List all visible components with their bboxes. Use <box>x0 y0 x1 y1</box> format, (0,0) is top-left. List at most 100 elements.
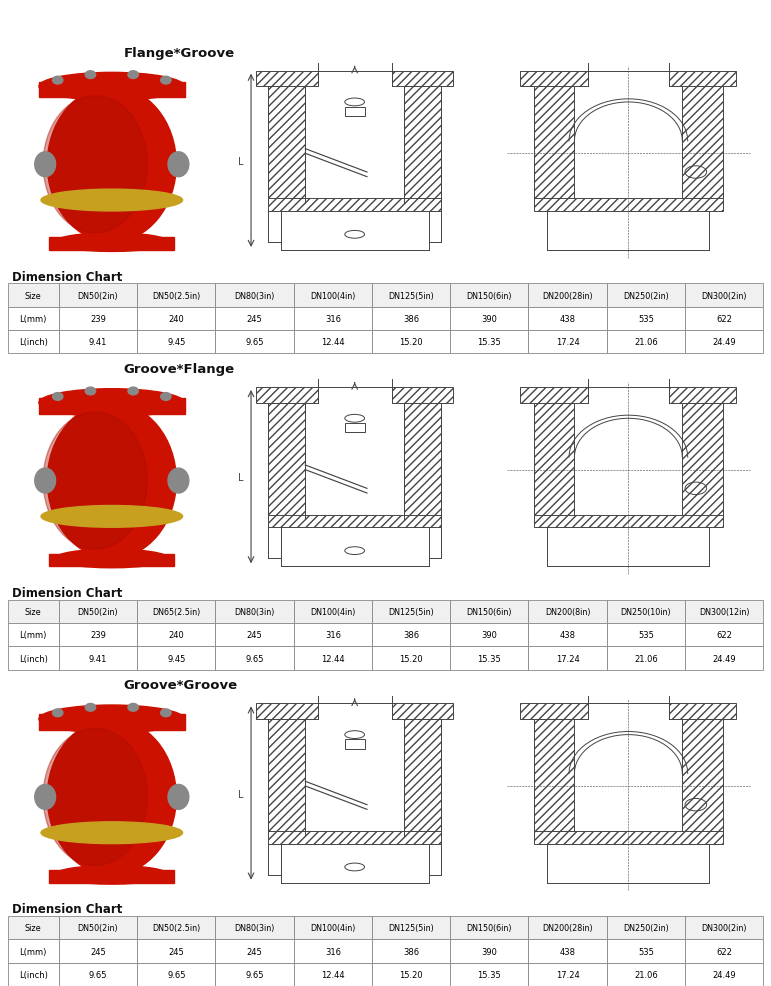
Bar <box>450 330 528 354</box>
Bar <box>534 88 574 204</box>
Text: 386: 386 <box>403 947 419 955</box>
Text: L(inch): L(inch) <box>19 338 48 347</box>
Bar <box>137 623 215 647</box>
Text: DN250(2in): DN250(2in) <box>623 291 668 301</box>
Ellipse shape <box>168 153 189 177</box>
Bar <box>392 72 453 88</box>
Text: 316: 316 <box>325 315 341 323</box>
Text: 24.49: 24.49 <box>712 338 736 347</box>
Text: DN125(5in): DN125(5in) <box>389 291 434 301</box>
Bar <box>607 284 685 308</box>
Bar <box>345 740 365 748</box>
Text: 9.65: 9.65 <box>167 970 186 979</box>
Bar <box>682 403 723 520</box>
Bar <box>450 940 528 962</box>
Bar <box>450 962 528 986</box>
Text: 17.24: 17.24 <box>556 338 580 347</box>
Bar <box>59 647 137 670</box>
Bar <box>528 623 607 647</box>
Bar <box>345 107 365 116</box>
Bar <box>294 623 372 647</box>
Bar <box>59 600 137 623</box>
Text: 15.35: 15.35 <box>477 970 501 979</box>
Bar <box>372 623 450 647</box>
Bar <box>372 600 450 623</box>
Text: 622: 622 <box>716 631 732 640</box>
Text: DN150(6in): DN150(6in) <box>466 291 512 301</box>
Circle shape <box>128 387 138 395</box>
Text: DN300(2in): DN300(2in) <box>702 291 747 301</box>
Text: 438: 438 <box>560 631 576 640</box>
Bar <box>8 600 59 623</box>
Bar <box>372 284 450 308</box>
Bar <box>8 308 59 330</box>
Bar <box>8 623 59 647</box>
Text: 12.44: 12.44 <box>321 654 345 663</box>
Circle shape <box>86 704 96 712</box>
Bar <box>607 623 685 647</box>
Bar <box>137 916 215 940</box>
Circle shape <box>128 72 138 80</box>
Text: L: L <box>238 473 244 483</box>
Text: L(mm): L(mm) <box>19 315 47 323</box>
Ellipse shape <box>47 720 177 875</box>
Bar <box>528 962 607 986</box>
Text: DN150(6in): DN150(6in) <box>466 607 512 616</box>
Bar <box>685 962 763 986</box>
Bar <box>215 600 294 623</box>
Text: 535: 535 <box>638 315 654 323</box>
Bar <box>668 387 736 403</box>
Bar <box>137 647 215 670</box>
Text: DN100(4in): DN100(4in) <box>310 607 355 616</box>
Text: 239: 239 <box>90 631 106 640</box>
Ellipse shape <box>35 468 56 494</box>
Bar <box>607 647 685 670</box>
Bar <box>215 962 294 986</box>
Text: DN50(2in): DN50(2in) <box>78 923 118 933</box>
Bar <box>520 387 588 403</box>
Ellipse shape <box>39 705 184 734</box>
Ellipse shape <box>43 412 147 549</box>
Text: 9.65: 9.65 <box>245 338 264 347</box>
Bar <box>8 330 59 354</box>
Bar <box>294 308 372 330</box>
Ellipse shape <box>43 729 147 866</box>
Text: Dimension Chart: Dimension Chart <box>12 587 122 599</box>
Text: DN50(2in): DN50(2in) <box>78 607 118 616</box>
Text: 622: 622 <box>716 315 732 323</box>
Text: 15.35: 15.35 <box>477 654 501 663</box>
Bar <box>528 308 607 330</box>
Ellipse shape <box>55 866 169 884</box>
Text: 9.41: 9.41 <box>89 654 107 663</box>
Text: L: L <box>238 789 244 799</box>
Text: DN200(28in): DN200(28in) <box>542 923 593 933</box>
Ellipse shape <box>47 403 177 559</box>
Bar <box>534 516 723 528</box>
Text: 390: 390 <box>481 947 497 955</box>
Bar <box>392 704 453 720</box>
Text: 15.20: 15.20 <box>399 654 423 663</box>
Bar <box>685 916 763 940</box>
Bar <box>372 308 450 330</box>
Bar <box>8 284 59 308</box>
Ellipse shape <box>55 234 169 252</box>
Bar <box>685 623 763 647</box>
Text: 386: 386 <box>403 631 419 640</box>
Bar <box>372 940 450 962</box>
Text: 438: 438 <box>560 315 576 323</box>
Text: 9.65: 9.65 <box>245 654 264 663</box>
Circle shape <box>52 709 63 717</box>
Bar <box>685 647 763 670</box>
Circle shape <box>52 77 63 85</box>
Bar <box>528 916 607 940</box>
Bar <box>137 330 215 354</box>
Text: 535: 535 <box>638 947 654 955</box>
Bar <box>345 424 365 433</box>
Bar <box>59 623 137 647</box>
Bar <box>528 330 607 354</box>
Bar <box>607 308 685 330</box>
Bar <box>268 720 305 836</box>
Ellipse shape <box>39 389 184 417</box>
Bar <box>450 600 528 623</box>
Bar <box>372 962 450 986</box>
